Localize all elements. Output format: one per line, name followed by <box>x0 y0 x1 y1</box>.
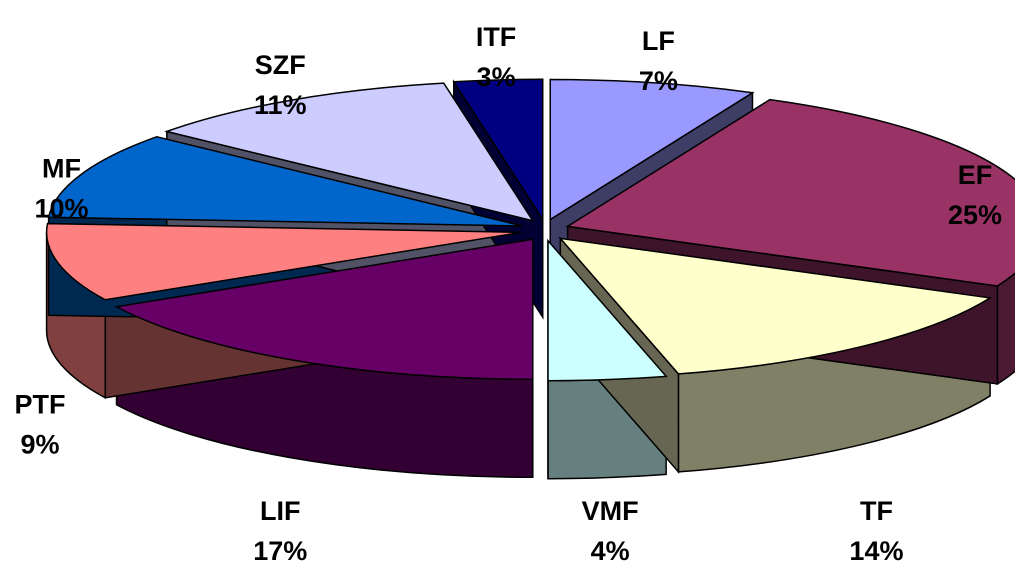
slice-name: VMF <box>582 496 639 526</box>
slice-name: LIF <box>260 496 301 526</box>
pie-slice-tops <box>45 78 1015 382</box>
slice-vmf <box>547 238 668 382</box>
slice-name: PTF <box>15 390 66 420</box>
slice-ef <box>565 98 1015 287</box>
slice-label-ef: EF 25% <box>948 160 1002 230</box>
slice-percent: 10% <box>34 194 88 224</box>
slice-percent: 9% <box>20 430 59 460</box>
slice-label-lif: LIF 17% <box>253 496 307 561</box>
slice-lf <box>549 78 755 221</box>
slice-label-lf: LF 7% <box>639 26 678 96</box>
slice-tf <box>558 237 993 375</box>
slice-percent: 7% <box>639 66 678 96</box>
slice-itf <box>452 78 544 222</box>
slice-label-ptf: PTF 9% <box>15 390 66 460</box>
slice-percent: 25% <box>948 200 1002 230</box>
slice-mf <box>47 136 523 227</box>
slice-label-tf: TF 14% <box>849 496 903 561</box>
slice-ptf <box>45 222 522 301</box>
slice-label-vmf: VMF 4% <box>582 496 639 561</box>
slice-label-szf: SZF 11% <box>254 50 307 120</box>
slice-percent: 3% <box>477 62 516 92</box>
slice-percent: 4% <box>591 536 630 561</box>
slice-szf <box>164 82 535 222</box>
slice-name: ITF <box>476 22 517 52</box>
slice-name: SZF <box>255 50 306 80</box>
slice-name: LF <box>642 26 675 56</box>
slice-percent: 14% <box>849 536 903 561</box>
slice-name: EF <box>958 160 993 190</box>
slice-percent: 11% <box>254 90 307 120</box>
pie-labels: LF 7% EF 25% TF 14% VMF 4% LIF 17% PTF 9% MF 10% SZF 11… <box>15 22 1003 561</box>
slice-label-mf: MF 10% <box>34 154 88 224</box>
slice-name: TF <box>860 496 893 526</box>
slice-lif <box>114 238 534 381</box>
slice-name: MF <box>42 154 81 184</box>
slice-label-itf: ITF 3% <box>476 22 517 92</box>
slice-percent: 17% <box>253 536 307 561</box>
